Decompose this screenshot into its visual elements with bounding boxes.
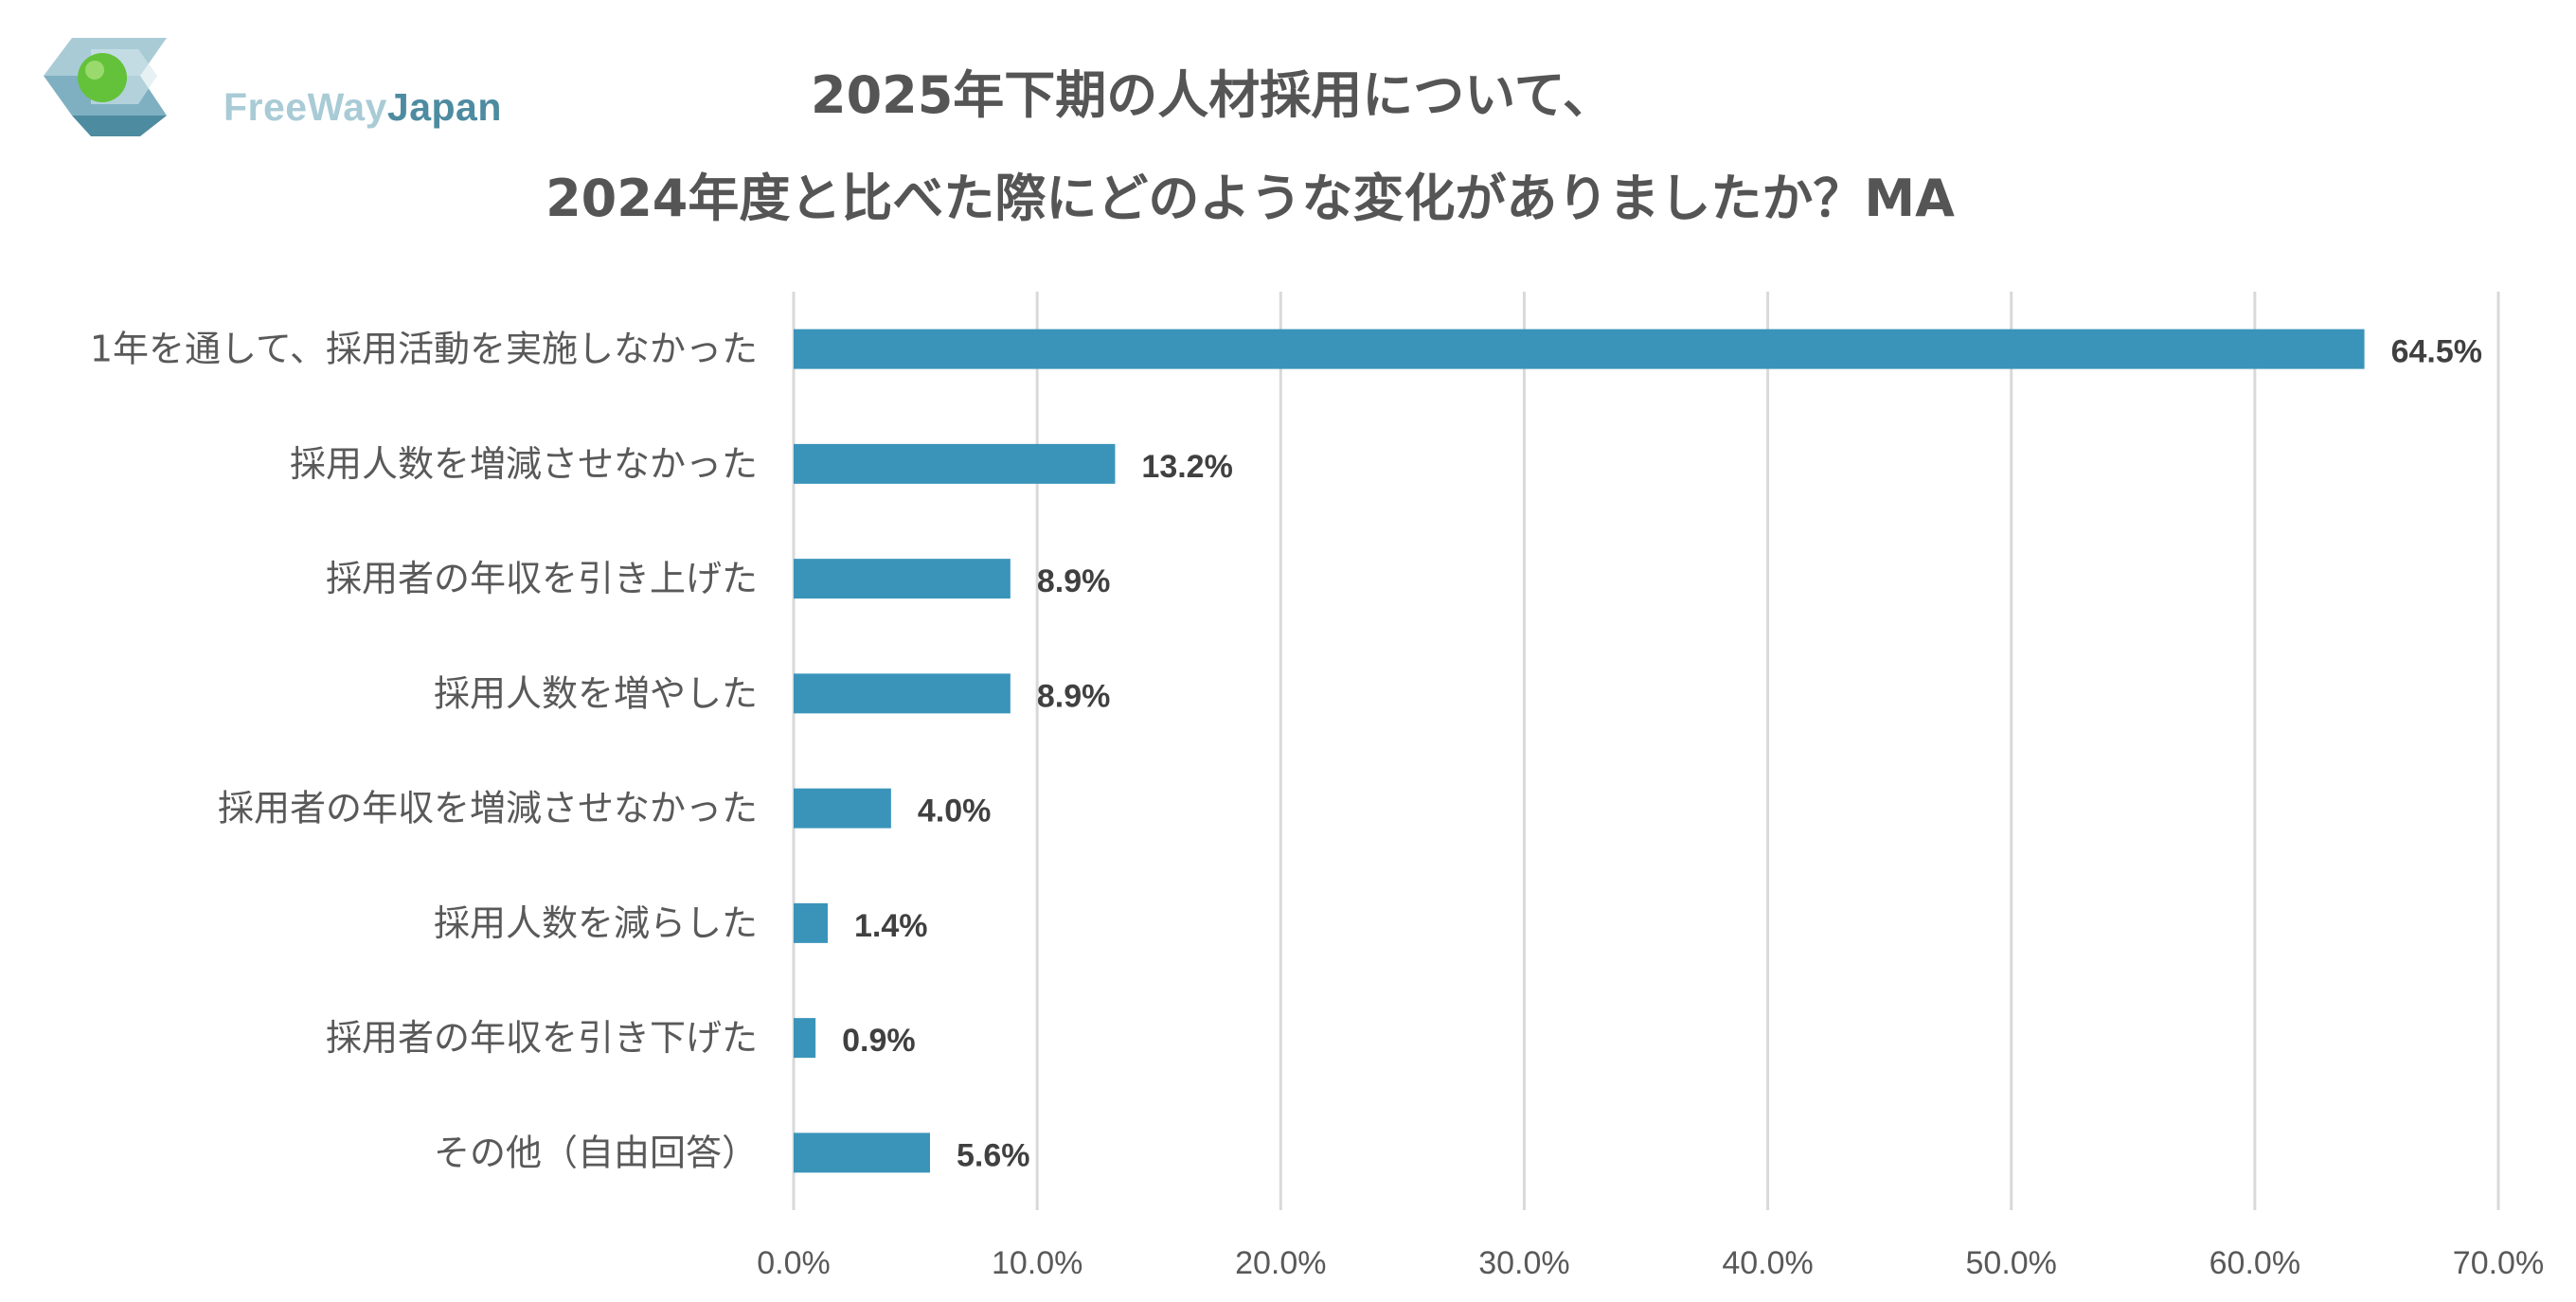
category-label: 採用者の年収を増減させなかった [218,788,758,829]
data-label: 64.5% [2391,334,2482,370]
bar [794,673,1011,714]
bar [794,788,891,829]
logo-text: FreeWayJapan [224,85,502,130]
category-label: その他（自由回答） [434,1132,758,1173]
bar [794,329,2365,369]
x-tick-label: 20.0% [1235,1245,1326,1281]
data-label: 1.4% [854,908,928,944]
x-tick-label: 10.0% [992,1245,1082,1281]
bar [794,1018,816,1059]
bar [794,559,1011,599]
data-label: 4.0% [918,794,992,829]
logo-text-dark: Japan [386,85,502,129]
x-tick-label: 0.0% [757,1245,831,1281]
category-label: 1年を通して、採用活動を実施しなかった [90,329,758,370]
bar [794,443,1116,484]
logo-mark-icon [44,38,167,136]
x-tick-label: 30.0% [1478,1245,1569,1281]
category-label: 採用人数を増やした [434,672,758,714]
chart-title: 2025年下期の人材採用について、 [811,65,1614,125]
x-tick-label: 50.0% [1966,1245,2057,1281]
x-tick-label: 40.0% [1722,1245,1813,1281]
data-label: 5.6% [957,1137,1030,1173]
data-label: 8.9% [1037,563,1111,599]
bar [794,1133,930,1173]
x-tick-label: 60.0% [2209,1245,2300,1281]
data-label: 8.9% [1037,678,1111,714]
x-tick-label: 70.0% [2453,1245,2544,1281]
category-label: 採用者の年収を引き上げた [326,558,758,599]
data-label: 13.2% [1141,449,1232,485]
category-label: 採用人数を増減させなかった [290,443,758,485]
category-label: 採用人数を減らした [434,902,758,944]
chart-subtitle: 2024年度と比べた際にどのような変化がありましたか？MA [546,169,1955,228]
logo-text-light: FreeWay [224,85,387,129]
category-label: 採用者の年収を引き下げた [326,1017,758,1059]
data-label: 0.9% [842,1023,916,1059]
freewayjapan-logo: FreeWayJapan [34,30,508,136]
bar [794,902,828,943]
